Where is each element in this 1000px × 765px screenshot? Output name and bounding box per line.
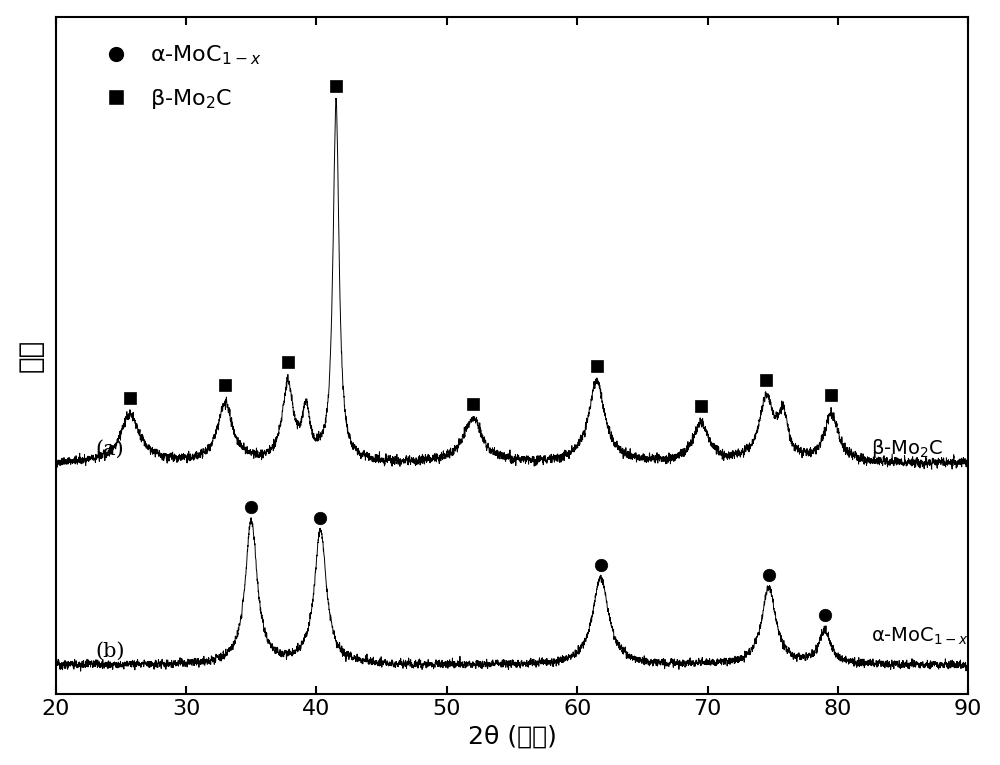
Text: β-Mo$_2$C: β-Mo$_2$C: [871, 438, 943, 461]
X-axis label: 2θ (角度): 2θ (角度): [468, 724, 556, 748]
Text: (a): (a): [95, 440, 124, 458]
Legend: α-MoC$_{1-x}$, β-Mo$_2$C: α-MoC$_{1-x}$, β-Mo$_2$C: [85, 34, 270, 120]
Text: α-MoC$_{1-x}$: α-MoC$_{1-x}$: [871, 626, 969, 647]
Y-axis label: 强度: 强度: [17, 339, 45, 372]
Text: (b): (b): [95, 641, 124, 660]
